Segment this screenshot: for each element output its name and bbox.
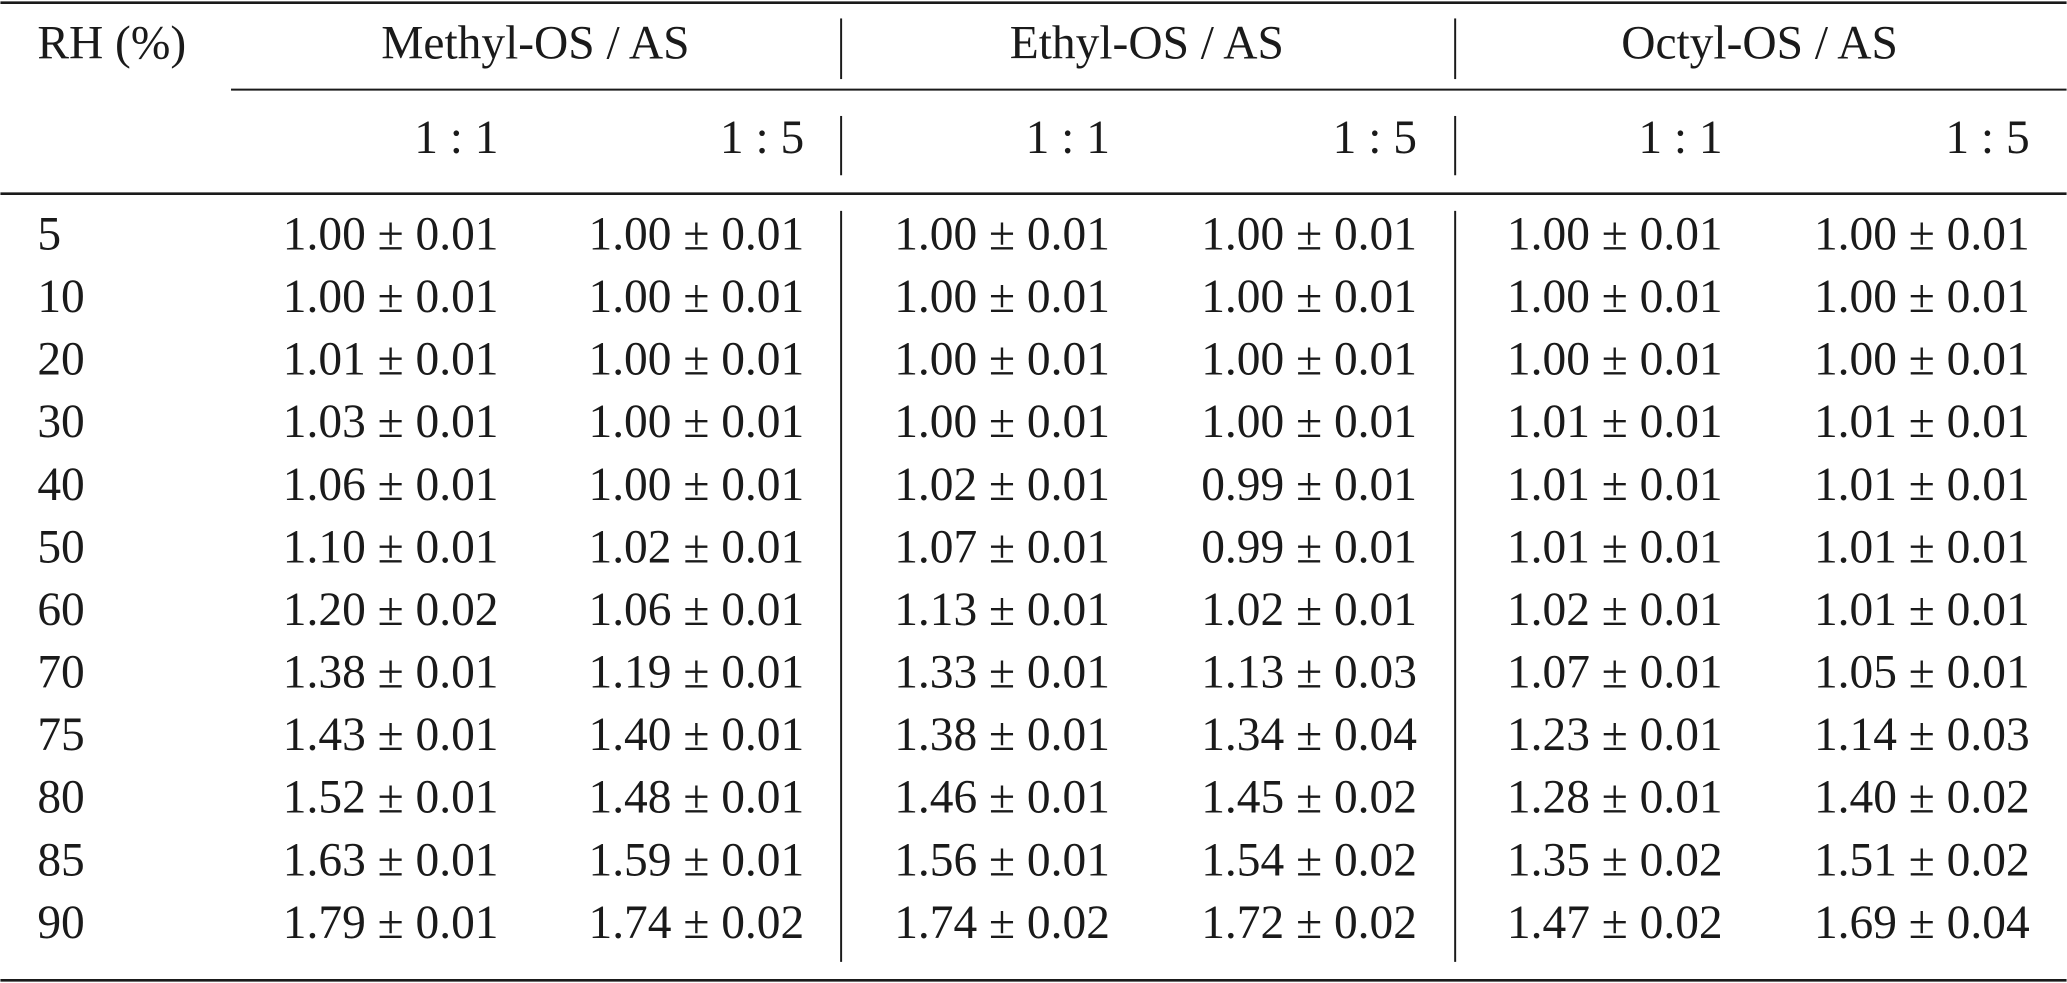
value-cell: 1.07 ± 0.01	[894, 521, 1110, 573]
ratio-header: 1 : 5	[1333, 112, 1417, 164]
value-cell: 1.35 ± 0.02	[1507, 834, 1723, 886]
value-cell: 1.00 ± 0.01	[283, 271, 499, 323]
ratio-header: 1 : 1	[1026, 112, 1110, 164]
rh-cell: 60	[37, 584, 84, 636]
value-cell: 1.01 ± 0.01	[1507, 459, 1723, 511]
group-header: Methyl-OS / AS	[381, 17, 689, 69]
value-cell: 1.45 ± 0.02	[1201, 772, 1417, 824]
value-cell: 1.00 ± 0.01	[1201, 208, 1417, 260]
value-cell: 1.00 ± 0.01	[1814, 208, 2030, 260]
value-cell: 1.01 ± 0.01	[1814, 521, 2030, 573]
value-cell: 1.00 ± 0.01	[589, 208, 805, 260]
value-cell: 1.02 ± 0.01	[1201, 584, 1417, 636]
ratio-header: 1 : 5	[1945, 112, 2029, 164]
value-cell: 1.74 ± 0.02	[894, 897, 1110, 949]
value-cell: 1.51 ± 0.02	[1814, 834, 2030, 886]
value-cell: 1.46 ± 0.01	[894, 772, 1110, 824]
value-cell: 1.10 ± 0.01	[283, 521, 499, 573]
value-cell: 1.00 ± 0.01	[1507, 208, 1723, 260]
rh-cell: 70	[37, 647, 84, 699]
value-cell: 1.00 ± 0.01	[894, 208, 1110, 260]
rh-cell: 50	[37, 521, 84, 573]
value-cell: 1.52 ± 0.01	[283, 772, 499, 824]
value-cell: 1.56 ± 0.01	[894, 834, 1110, 886]
value-cell: 1.00 ± 0.01	[1201, 396, 1417, 448]
value-cell: 1.00 ± 0.01	[589, 396, 805, 448]
value-cell: 1.13 ± 0.03	[1201, 647, 1417, 699]
value-cell: 1.34 ± 0.04	[1201, 709, 1417, 761]
value-cell: 1.63 ± 0.01	[283, 834, 499, 886]
value-cell: 1.19 ± 0.01	[589, 647, 805, 699]
value-cell: 1.33 ± 0.01	[894, 647, 1110, 699]
value-cell: 1.00 ± 0.01	[1507, 271, 1723, 323]
value-cell: 1.23 ± 0.01	[1507, 709, 1723, 761]
value-cell: 1.00 ± 0.01	[589, 271, 805, 323]
value-cell: 1.69 ± 0.04	[1814, 897, 2030, 949]
ratio-header: 1 : 1	[1638, 112, 1722, 164]
value-cell: 1.00 ± 0.01	[1814, 334, 2030, 386]
value-cell: 1.00 ± 0.01	[283, 208, 499, 260]
value-cell: 1.40 ± 0.02	[1814, 772, 2030, 824]
rh-cell: 40	[37, 459, 84, 511]
value-cell: 1.06 ± 0.01	[589, 584, 805, 636]
rh-header: RH (%)	[37, 17, 186, 69]
value-cell: 1.07 ± 0.01	[1507, 647, 1723, 699]
value-cell: 1.06 ± 0.01	[283, 459, 499, 511]
value-cell: 1.00 ± 0.01	[1201, 334, 1417, 386]
value-cell: 1.00 ± 0.01	[1814, 271, 2030, 323]
value-cell: 1.00 ± 0.01	[894, 271, 1110, 323]
value-cell: 1.00 ± 0.01	[894, 334, 1110, 386]
value-cell: 1.74 ± 0.02	[589, 897, 805, 949]
value-cell: 1.40 ± 0.01	[589, 709, 805, 761]
column-separators	[840, 18, 1457, 962]
value-cell: 1.48 ± 0.01	[589, 772, 805, 824]
value-cell: 1.59 ± 0.01	[589, 834, 805, 886]
value-cell: 1.00 ± 0.01	[1507, 334, 1723, 386]
rh-cell: 80	[37, 772, 84, 824]
rh-cell: 5	[37, 208, 61, 260]
value-cell: 1.05 ± 0.01	[1814, 647, 2030, 699]
value-cell: 1.01 ± 0.01	[283, 334, 499, 386]
value-cell: 1.02 ± 0.01	[894, 459, 1110, 511]
ratio-header: 1 : 1	[414, 112, 498, 164]
value-cell: 1.47 ± 0.02	[1507, 897, 1723, 949]
rh-cell: 90	[37, 897, 84, 949]
ratio-header: 1 : 5	[720, 112, 804, 164]
value-cell: 1.72 ± 0.02	[1201, 897, 1417, 949]
value-cell: 1.28 ± 0.01	[1507, 772, 1723, 824]
rh-cell: 75	[37, 709, 84, 761]
value-cell: 1.03 ± 0.01	[283, 396, 499, 448]
rh-cell: 30	[37, 396, 84, 448]
value-cell: 0.99 ± 0.01	[1201, 521, 1417, 573]
rh-cell: 85	[37, 834, 84, 886]
value-cell: 1.02 ± 0.01	[1507, 584, 1723, 636]
value-cell: 1.01 ± 0.01	[1814, 459, 2030, 511]
value-cell: 1.02 ± 0.01	[589, 521, 805, 573]
value-cell: 1.00 ± 0.01	[589, 459, 805, 511]
value-cell: 1.38 ± 0.01	[283, 647, 499, 699]
rh-cell: 20	[37, 334, 84, 386]
value-cell: 0.99 ± 0.01	[1201, 459, 1417, 511]
value-cell: 1.01 ± 0.01	[1814, 584, 2030, 636]
value-cell: 1.00 ± 0.01	[894, 396, 1110, 448]
rh-cell: 10	[37, 271, 84, 323]
value-cell: 1.00 ± 0.01	[1201, 271, 1417, 323]
value-cell: 1.01 ± 0.01	[1507, 396, 1723, 448]
value-cell: 1.54 ± 0.02	[1201, 834, 1417, 886]
group-header: Ethyl-OS / AS	[1010, 17, 1284, 69]
value-cell: 1.13 ± 0.01	[894, 584, 1110, 636]
group-header: Octyl-OS / AS	[1621, 17, 1898, 69]
value-cell: 1.20 ± 0.02	[283, 584, 499, 636]
value-cell: 1.43 ± 0.01	[283, 709, 499, 761]
value-cell: 1.14 ± 0.03	[1814, 709, 2030, 761]
value-cell: 1.38 ± 0.01	[894, 709, 1110, 761]
value-cell: 1.01 ± 0.01	[1814, 396, 2030, 448]
value-cell: 1.79 ± 0.01	[283, 897, 499, 949]
value-cell: 1.00 ± 0.01	[589, 334, 805, 386]
value-cell: 1.01 ± 0.01	[1507, 521, 1723, 573]
